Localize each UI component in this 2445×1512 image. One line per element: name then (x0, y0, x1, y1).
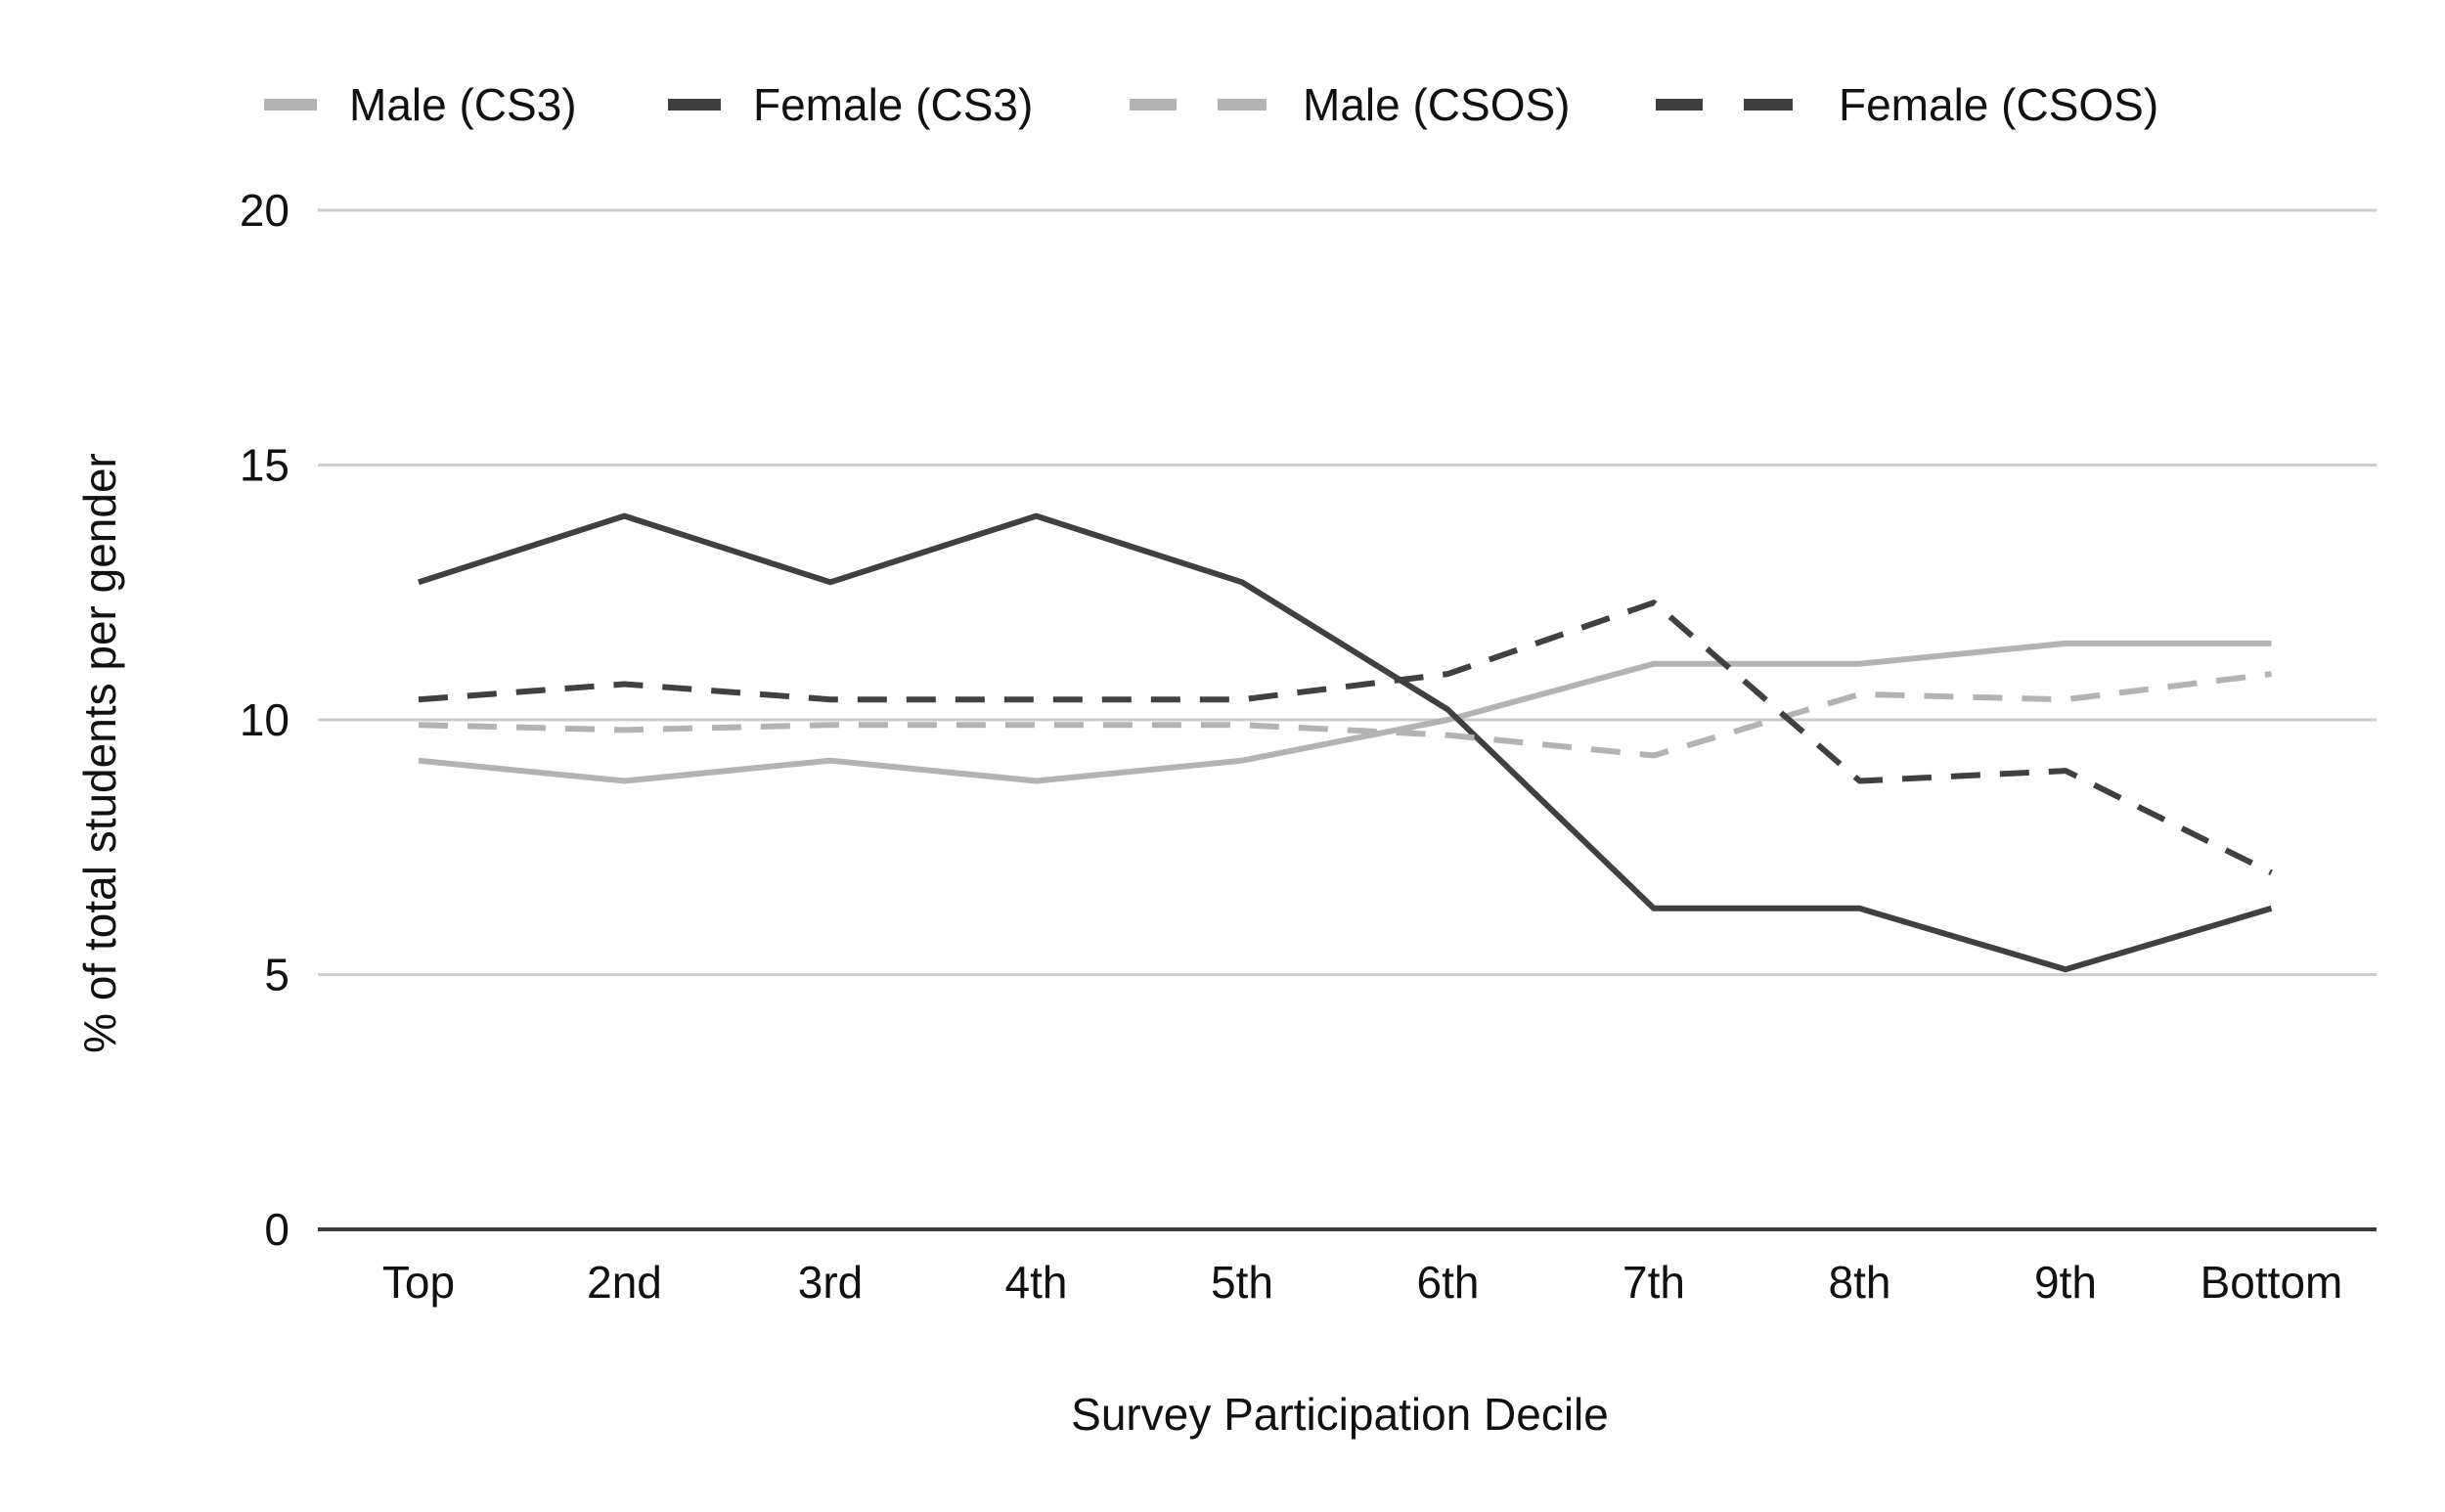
y-tick-label: 0 (264, 1204, 289, 1255)
legend-label: Female (CS3) (753, 79, 1033, 130)
y-tick-label: 10 (240, 694, 289, 745)
series-line (418, 671, 2272, 759)
legend-label: Female (CSOS) (1839, 79, 2158, 130)
y-tick-label: 20 (240, 185, 289, 236)
y-tick-label: 5 (264, 950, 289, 1001)
x-tick-label: 3rd (798, 1257, 863, 1308)
series-lines (418, 512, 2273, 973)
x-tick-label: Bottom (2200, 1257, 2343, 1308)
x-axis-title: Survey Participation Decile (1071, 1389, 1609, 1440)
series-line (418, 512, 2273, 973)
y-axis-ticks: 0 5 10 15 20 (240, 185, 289, 1255)
x-tick-label: 5th (1211, 1257, 1273, 1308)
series-line (418, 600, 2273, 875)
legend-label: Male (CS3) (349, 79, 577, 130)
series-line (418, 640, 2272, 784)
x-tick-label: Top (382, 1257, 455, 1308)
x-tick-label: 9th (2034, 1257, 2097, 1308)
x-tick-label: 7th (1623, 1257, 1685, 1308)
legend-label: Male (CSOS) (1303, 79, 1570, 130)
gridlines (318, 208, 2377, 976)
y-axis-title: % of total students per gender (74, 453, 125, 1053)
legend: Male (CS3) Female (CS3) Male (CSOS) Female … (264, 79, 2158, 130)
x-tick-label: 6th (1417, 1257, 1480, 1308)
x-tick-label: 4th (1005, 1257, 1068, 1308)
x-tick-label: 2nd (587, 1257, 662, 1308)
x-axis-ticks: Top 2nd 3rd 4th 5th 6th 7th 8th 9th Bottom (382, 1257, 2342, 1308)
x-tick-label: 8th (1829, 1257, 1891, 1308)
y-tick-label: 15 (240, 440, 289, 491)
